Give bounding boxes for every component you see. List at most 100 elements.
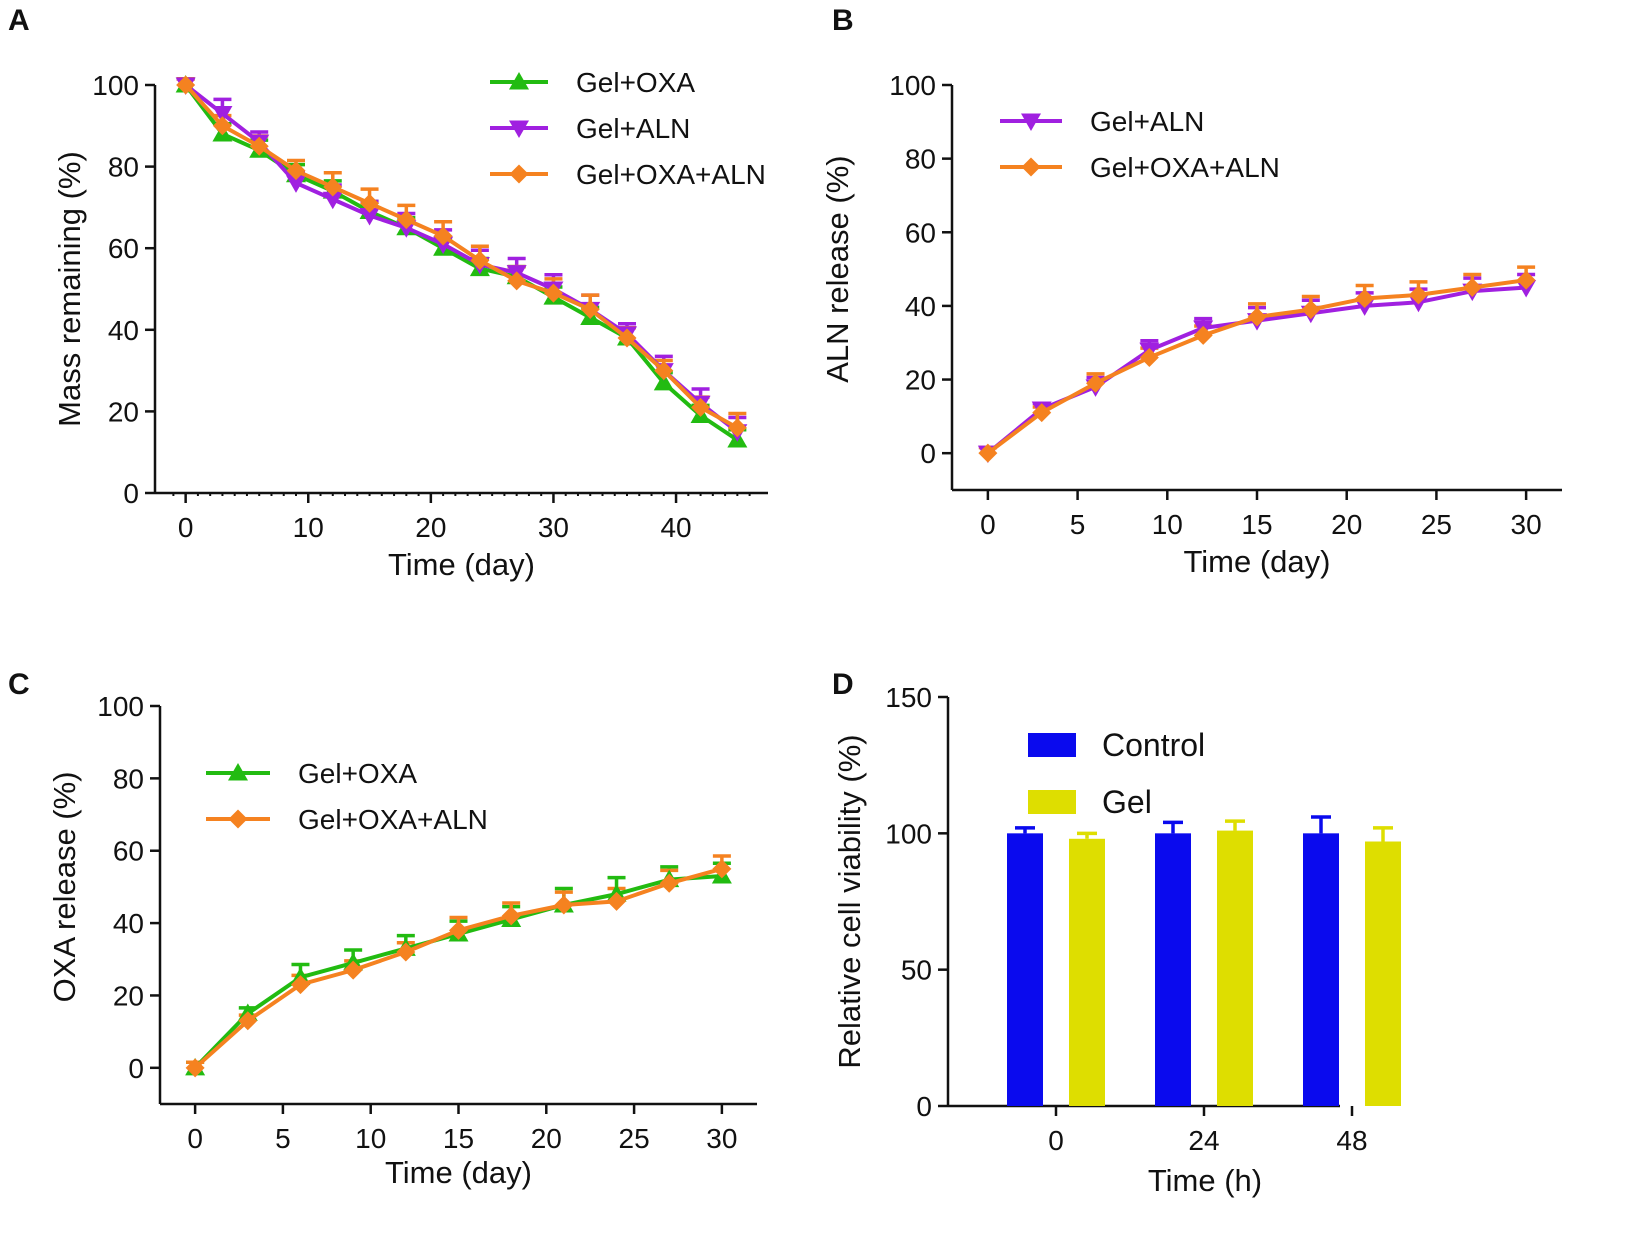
panel-a-data-point — [212, 106, 233, 124]
panel-b-data-point — [1139, 347, 1159, 367]
panel-a-y-title: Mass remaining (%) — [52, 151, 87, 427]
panel-a-x-title: Time (day) — [388, 547, 535, 582]
panel-c-y-tick-label: 0 — [128, 1053, 144, 1084]
panel-c-x-tick-label: 10 — [355, 1123, 386, 1154]
panel-d-y-tick-label: 0 — [916, 1091, 932, 1122]
panel-c-data-point — [343, 960, 363, 980]
panel-c-data-point — [449, 920, 468, 940]
panel-b-x-tick-label: 20 — [1331, 509, 1362, 540]
panel-a-data-point — [285, 175, 306, 193]
panel-b-legend-label: Gel+OXA+ALN — [1090, 152, 1280, 183]
panel-c-data-point — [290, 975, 310, 995]
panel-a-data-point — [322, 191, 343, 210]
panel-a-x-tick-label: 40 — [660, 512, 691, 543]
panel-a-data-point — [470, 250, 490, 270]
panel-a-legend-marker — [509, 72, 529, 90]
panel-b-legend-marker — [1021, 113, 1041, 131]
panel-c-legend-marker — [228, 809, 248, 829]
panel-a-x-tick-label: 0 — [178, 512, 194, 543]
panel-a-data-point — [396, 210, 416, 230]
panel-c-x-tick-label: 5 — [275, 1123, 291, 1154]
panel-d-x-tick-label: 24 — [1188, 1125, 1219, 1156]
panel-c-data-point — [238, 1011, 258, 1031]
panel-b-data-point — [1193, 325, 1213, 345]
panel-a-data-point — [580, 299, 600, 319]
panel-d-y-tick-label: 50 — [901, 955, 932, 986]
panel-a-y-tick-label: 100 — [92, 70, 139, 101]
panel-d-bar — [1155, 833, 1191, 1106]
panel-a-data-point — [212, 116, 232, 136]
panel-c-series-line — [193, 866, 723, 1070]
panel-a-data-point — [691, 397, 711, 417]
panel-a-data-point — [727, 418, 747, 438]
panel-d-y-tick-label: 150 — [885, 682, 932, 713]
panel-b-y-title: ALN release (%) — [820, 155, 855, 382]
panel-c-data-point — [396, 942, 416, 962]
panel-d-legend-swatch — [1028, 790, 1076, 814]
panel-d: D 0 50 100 150 0 24 48 Time (h) Relative cell vi… — [832, 668, 1401, 1198]
panel-d-error-bar — [1225, 819, 1245, 831]
panel-b-y-tick-label: 0 — [920, 438, 936, 469]
panel-c-x-tick-label: 15 — [443, 1123, 474, 1154]
panel-c-data-point — [185, 1058, 205, 1078]
panel-d-legend-label: Gel — [1102, 784, 1152, 820]
panel-d-error-bar — [1373, 826, 1393, 842]
panel-c-letter: C — [8, 668, 30, 701]
panel-a-y-tick-label: 0 — [123, 478, 139, 509]
panel-d-error-bar — [1015, 826, 1035, 834]
panel-a-y-tick-label: 80 — [108, 152, 139, 183]
panel-a-y-tick-label: 20 — [108, 396, 139, 427]
panel-b-data-point — [1301, 300, 1321, 320]
panel-b-x-tick-label: 5 — [1070, 509, 1086, 540]
panel-c-legend-label: Gel+OXA — [298, 758, 417, 789]
panel-d-x-tick-label: 0 — [1048, 1125, 1064, 1156]
panel-a-legend-label: Gel+OXA+ALN — [576, 159, 766, 190]
panel-b-data-point — [1408, 285, 1428, 305]
panel-a-data-point — [249, 136, 269, 156]
panel-b-x-tick-label: 25 — [1421, 509, 1452, 540]
panel-d-error-bar — [1311, 815, 1331, 834]
panel-c-legend-label: Gel+OXA+ALN — [298, 804, 488, 835]
panel-c-x-tick-label: 25 — [619, 1123, 650, 1154]
panel-b-x-tick-label: 30 — [1511, 509, 1542, 540]
panel-b-data-point — [1247, 307, 1267, 327]
panel-c-legend-marker — [228, 763, 248, 781]
panel-d-bar — [1217, 830, 1253, 1106]
panel-c-x-title: Time (day) — [385, 1155, 532, 1190]
panel-c-data-point — [712, 859, 732, 879]
panel-a: A 0 20 40 60 80 100 0 10 20 30 40 Time (day) Mass re… — [8, 4, 768, 582]
panel-b-letter: B — [832, 4, 854, 37]
panel-b-y-tick-label: 20 — [905, 365, 936, 396]
panel-b-data-point — [1086, 373, 1106, 393]
panel-b-x-title: Time (day) — [1184, 544, 1331, 579]
panel-d-x-tick-label: 48 — [1336, 1125, 1367, 1156]
panel-b-data-point — [1032, 403, 1052, 423]
panel-a-legend-marker — [509, 164, 529, 184]
panel-a-letter: A — [8, 4, 30, 37]
panel-d-bar — [1069, 838, 1105, 1106]
panel-a-data-point — [507, 271, 527, 291]
panel-c: C 0 20 40 60 80 100 0 5 10 15 20 25 30 Time (day) OXA … — [8, 668, 757, 1190]
panel-b-x-tick-label: 15 — [1241, 509, 1272, 540]
panel-b-y-tick-label: 60 — [905, 217, 936, 248]
panel-b: B 0 20 40 60 80 100 0 5 10 15 20 25 30 Time (day) ALN … — [820, 4, 1562, 579]
panel-c-y-tick-label: 100 — [97, 691, 144, 722]
panel-d-y-title: Relative cell viability (%) — [832, 734, 867, 1068]
panel-a-data-point — [654, 361, 674, 381]
panel-d-bar — [1007, 833, 1043, 1106]
panel-d-bar — [1303, 833, 1339, 1106]
panel-b-y-tick-label: 100 — [889, 70, 936, 101]
panel-d-legend-swatch — [1028, 733, 1076, 757]
panel-a-data-point — [653, 372, 674, 391]
panel-c-data-point — [554, 895, 574, 915]
panel-c-series-line — [193, 874, 723, 1070]
panel-a-data-point — [360, 193, 380, 213]
panel-a-data-point — [286, 161, 306, 181]
panel-c-y-title: OXA release (%) — [47, 771, 82, 1002]
panel-c-y-tick-label: 60 — [113, 836, 144, 867]
panel-a-x-tick-label: 30 — [538, 512, 569, 543]
panel-c-y-tick-label: 40 — [113, 908, 144, 939]
panel-a-x-tick-label: 10 — [293, 512, 324, 543]
panel-d-error-bar — [1163, 820, 1183, 834]
